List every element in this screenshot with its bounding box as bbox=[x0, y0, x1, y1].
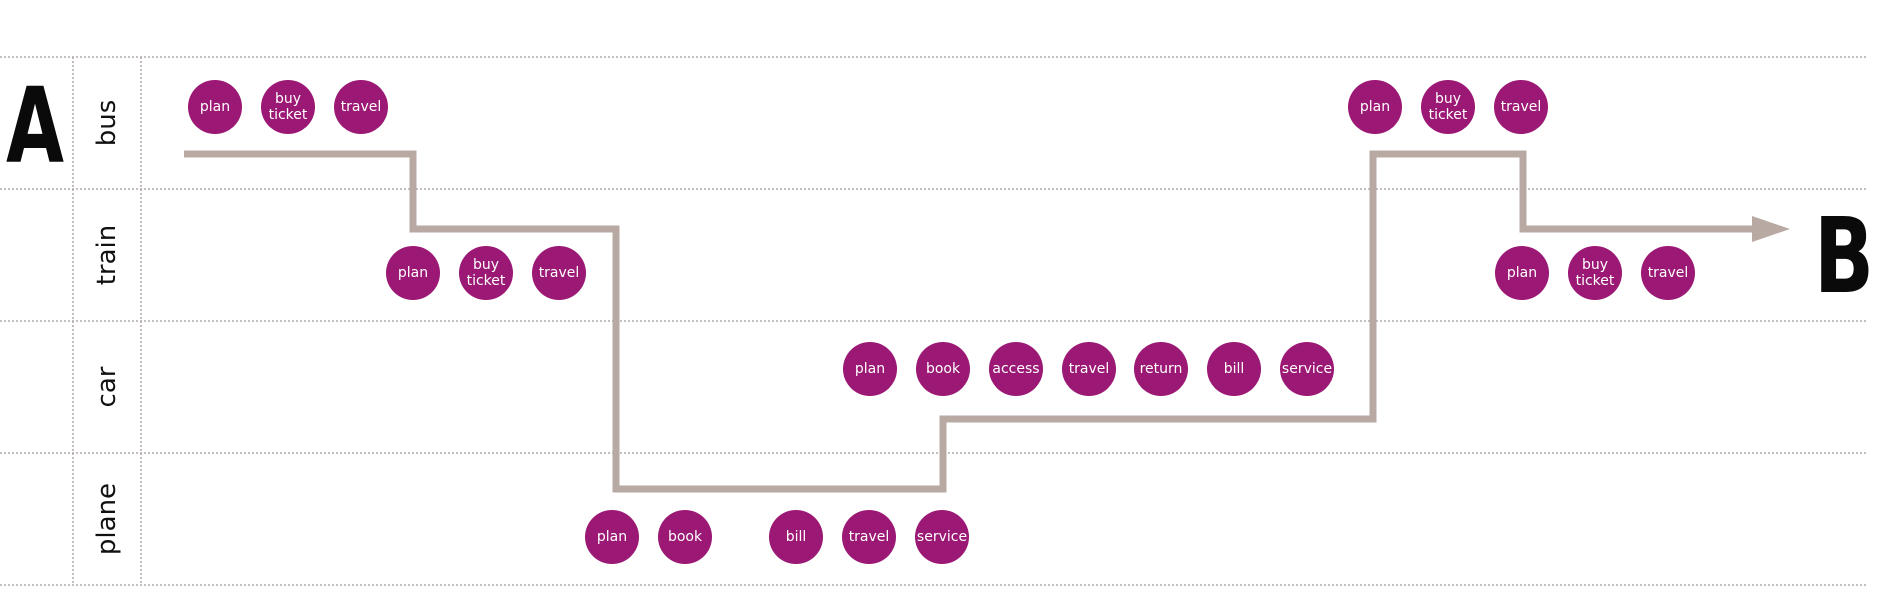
step-label: book bbox=[668, 529, 703, 545]
step-circle bbox=[1421, 80, 1475, 134]
step-circle bbox=[261, 80, 315, 134]
step-circle bbox=[658, 510, 712, 564]
start-label: A bbox=[6, 65, 64, 187]
step-node-plane-travel: travel bbox=[842, 510, 896, 564]
step-circle bbox=[1280, 342, 1334, 396]
step-circle bbox=[386, 246, 440, 300]
step-circle bbox=[1134, 342, 1188, 396]
step-node-car-plan: plan bbox=[843, 342, 897, 396]
step-label: travel bbox=[1069, 361, 1110, 377]
lane-label-train: train bbox=[92, 225, 122, 286]
step-circle bbox=[1495, 246, 1549, 300]
step-circle bbox=[1494, 80, 1548, 134]
step-label: ticket bbox=[1429, 107, 1468, 123]
lane-label-bus: bus bbox=[92, 100, 122, 147]
step-node-train-plan: plan bbox=[1495, 246, 1549, 300]
step-label: buy bbox=[1582, 257, 1608, 273]
step-node-bus-travel: travel bbox=[1494, 80, 1548, 134]
step-label: travel bbox=[341, 99, 382, 115]
step-label: plan bbox=[398, 265, 428, 281]
step-label: ticket bbox=[269, 107, 308, 123]
step-node-train-travel: travel bbox=[532, 246, 586, 300]
step-node-car-service: service bbox=[1280, 342, 1334, 396]
step-circle bbox=[842, 510, 896, 564]
step-circle bbox=[1641, 246, 1695, 300]
step-node-plane-plan: plan bbox=[585, 510, 639, 564]
lane-labels: bus train car plane bbox=[92, 100, 122, 555]
step-node-car-book: book bbox=[916, 342, 970, 396]
step-node-plane-bill: bill bbox=[769, 510, 823, 564]
step-circle bbox=[915, 510, 969, 564]
step-circle bbox=[1207, 342, 1261, 396]
step-label: ticket bbox=[1576, 273, 1615, 289]
step-node-car-access: access bbox=[989, 342, 1043, 396]
step-circle bbox=[459, 246, 513, 300]
step-label: service bbox=[1282, 361, 1332, 377]
step-label: travel bbox=[1648, 265, 1689, 281]
step-label: bill bbox=[1224, 361, 1245, 377]
lane-label-car: car bbox=[92, 366, 122, 407]
step-circle bbox=[769, 510, 823, 564]
step-circle bbox=[1348, 80, 1402, 134]
step-label: bill bbox=[786, 529, 807, 545]
route-line bbox=[184, 150, 1790, 493]
step-circle bbox=[989, 342, 1043, 396]
step-node-train-plan: plan bbox=[386, 246, 440, 300]
step-circle bbox=[585, 510, 639, 564]
step-label: travel bbox=[1501, 99, 1542, 115]
step-node-train-travel: travel bbox=[1641, 246, 1695, 300]
step-label: access bbox=[992, 361, 1039, 377]
step-label: service bbox=[917, 529, 967, 545]
step-label: travel bbox=[849, 529, 890, 545]
step-label: ticket bbox=[467, 273, 506, 289]
step-label: plan bbox=[200, 99, 230, 115]
step-circle bbox=[334, 80, 388, 134]
step-label: plan bbox=[1360, 99, 1390, 115]
step-label: plan bbox=[1507, 265, 1537, 281]
step-circle bbox=[188, 80, 242, 134]
step-label: return bbox=[1140, 361, 1183, 377]
step-label: book bbox=[926, 361, 961, 377]
step-circle bbox=[532, 246, 586, 300]
route-arrowhead bbox=[1752, 216, 1790, 242]
step-node-bus-plan: plan bbox=[1348, 80, 1402, 134]
step-circle bbox=[843, 342, 897, 396]
step-circle bbox=[916, 342, 970, 396]
route-path bbox=[184, 150, 1756, 493]
step-label: travel bbox=[539, 265, 580, 281]
lane-label-plane: plane bbox=[92, 483, 122, 555]
step-node-car-return: return bbox=[1134, 342, 1188, 396]
step-label: buy bbox=[1435, 91, 1461, 107]
step-node-plane-service: service bbox=[915, 510, 969, 564]
step-node-car-travel: travel bbox=[1062, 342, 1116, 396]
lane-grid bbox=[0, 56, 1866, 586]
end-label: B bbox=[1814, 195, 1874, 317]
step-node-bus-plan: plan bbox=[188, 80, 242, 134]
step-node-bus-travel: travel bbox=[334, 80, 388, 134]
step-node-car-bill: bill bbox=[1207, 342, 1261, 396]
step-circle bbox=[1062, 342, 1116, 396]
step-label: buy bbox=[473, 257, 499, 273]
step-label: plan bbox=[855, 361, 885, 377]
step-label: buy bbox=[275, 91, 301, 107]
step-circle bbox=[1568, 246, 1622, 300]
step-node-plane-book: book bbox=[658, 510, 712, 564]
step-label: plan bbox=[597, 529, 627, 545]
